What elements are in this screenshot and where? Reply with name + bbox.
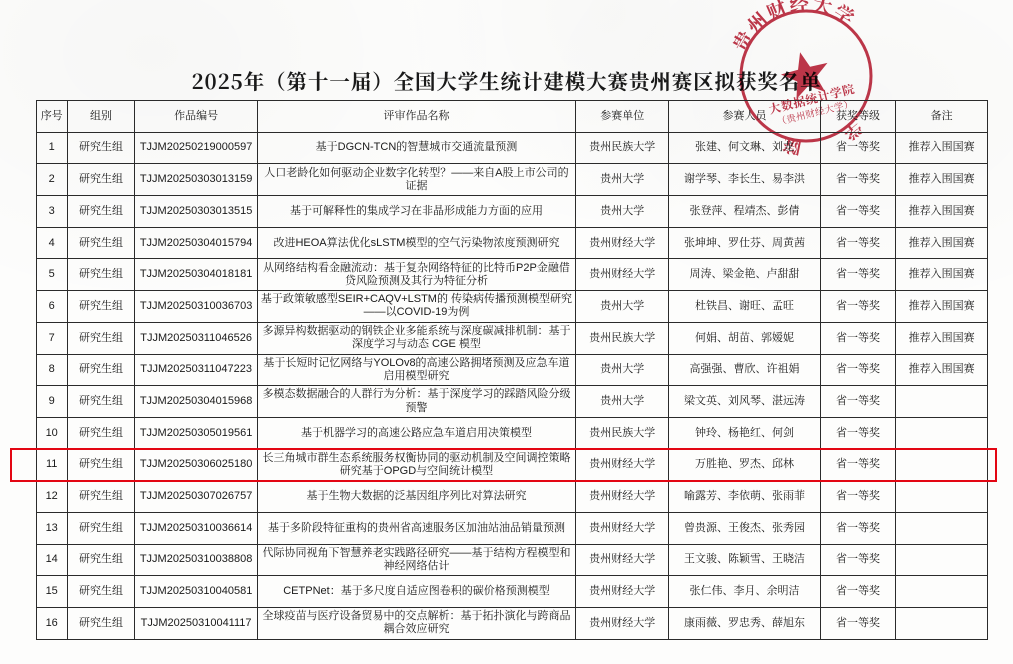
svg-text:贵州财经大学: 贵州财经大学	[721, 0, 862, 59]
